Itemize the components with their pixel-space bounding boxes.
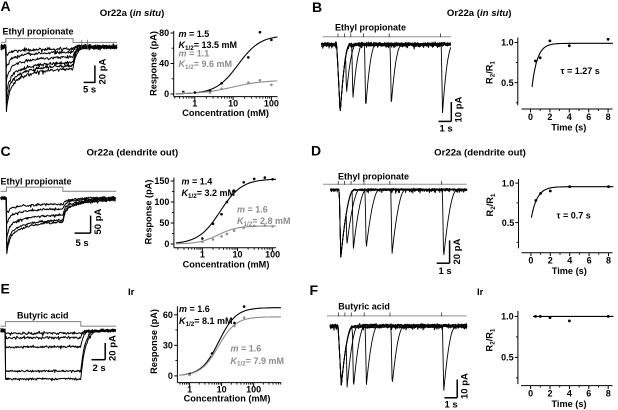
svg-text:1.0: 1.0 xyxy=(501,312,514,322)
svg-text:Or22a (dendrite out): Or22a (dendrite out) xyxy=(434,147,526,158)
svg-text:C: C xyxy=(1,143,11,159)
svg-text:R2/R1: R2/R1 xyxy=(485,61,497,84)
svg-text:6: 6 xyxy=(586,388,591,398)
svg-text:m = 1.5: m = 1.5 xyxy=(179,29,210,39)
svg-text:0.5: 0.5 xyxy=(501,78,514,88)
svg-text:20 pA: 20 pA xyxy=(452,238,463,264)
svg-text:5 s: 5 s xyxy=(83,85,96,96)
svg-text:K1/2= 8.1 mM: K1/2= 8.1 mM xyxy=(179,316,233,328)
svg-text:8: 8 xyxy=(606,255,611,265)
svg-text:m = 1.6: m = 1.6 xyxy=(231,344,262,354)
svg-text:10 pA: 10 pA xyxy=(454,96,465,122)
svg-text:50: 50 xyxy=(159,218,169,228)
svg-text:1.0: 1.0 xyxy=(502,178,515,188)
svg-text:5 s: 5 s xyxy=(76,238,89,249)
svg-text:K1/2= 7.9 mM: K1/2= 7.9 mM xyxy=(231,356,285,368)
svg-text:100: 100 xyxy=(154,197,169,207)
svg-text:1 s: 1 s xyxy=(445,400,458,410)
svg-text:Concentration (mM): Concentration (mM) xyxy=(183,259,270,269)
svg-text:60: 60 xyxy=(163,310,173,320)
svg-text:1: 1 xyxy=(200,250,205,260)
svg-text:1: 1 xyxy=(187,384,192,394)
svg-text:Time (s): Time (s) xyxy=(551,399,586,409)
svg-text:K1/2= 3.2 mM: K1/2= 3.2 mM xyxy=(182,188,236,200)
svg-text:B: B xyxy=(312,0,322,15)
svg-text:R2/R1: R2/R1 xyxy=(485,328,497,351)
svg-text:30: 30 xyxy=(163,341,173,351)
svg-text:0: 0 xyxy=(528,388,533,398)
svg-text:K1/2= 9.6 mM: K1/2= 9.6 mM xyxy=(179,59,233,71)
svg-text:2 s: 2 s xyxy=(93,363,106,374)
svg-text:Ir: Ir xyxy=(477,287,484,298)
svg-text:2: 2 xyxy=(548,255,553,265)
svg-text:6: 6 xyxy=(587,255,592,265)
svg-text:Or22a (in situ): Or22a (in situ) xyxy=(447,8,512,19)
svg-text:1: 1 xyxy=(192,98,197,108)
svg-text:Response (pA): Response (pA) xyxy=(148,31,158,96)
svg-text:D: D xyxy=(311,143,321,159)
svg-text:0.5: 0.5 xyxy=(501,353,514,363)
svg-text:K1/2= 2.8 mM: K1/2= 2.8 mM xyxy=(237,216,291,228)
svg-text:m = 1.4: m = 1.4 xyxy=(182,177,213,187)
svg-text:Ethyl propionate: Ethyl propionate xyxy=(338,171,409,181)
svg-text:E: E xyxy=(1,281,10,297)
svg-text:Concentration (mM): Concentration (mM) xyxy=(184,394,271,404)
svg-text:0: 0 xyxy=(528,112,533,122)
svg-text:τ = 0.7 s: τ = 0.7 s xyxy=(557,211,591,221)
svg-text:Time (s): Time (s) xyxy=(552,266,587,276)
svg-text:150: 150 xyxy=(154,176,169,186)
svg-text:0: 0 xyxy=(528,255,533,265)
svg-text:10: 10 xyxy=(232,250,242,260)
svg-text:8: 8 xyxy=(606,112,611,122)
svg-text:100: 100 xyxy=(264,98,279,108)
svg-text:40: 40 xyxy=(159,59,169,69)
svg-text:Response (pA): Response (pA) xyxy=(149,309,159,374)
svg-text:20 pA: 20 pA xyxy=(98,58,109,84)
svg-text:0: 0 xyxy=(168,371,173,381)
svg-text:A: A xyxy=(1,0,11,14)
svg-text:Response (pA): Response (pA) xyxy=(144,180,154,245)
svg-text:Concentration (mM): Concentration (mM) xyxy=(182,108,269,118)
svg-text:Ethyl propionate: Ethyl propionate xyxy=(1,176,72,186)
svg-text:4: 4 xyxy=(567,112,572,122)
svg-text:50 pA: 50 pA xyxy=(93,208,104,234)
svg-text:4: 4 xyxy=(567,255,572,265)
svg-text:80: 80 xyxy=(159,28,169,38)
svg-text:F: F xyxy=(310,282,319,298)
svg-text:10: 10 xyxy=(217,384,227,394)
svg-text:0: 0 xyxy=(164,89,169,99)
svg-text:1 s: 1 s xyxy=(440,124,453,135)
svg-text:10: 10 xyxy=(228,98,238,108)
svg-text:m = 1.1: m = 1.1 xyxy=(179,49,210,59)
svg-text:8: 8 xyxy=(606,388,611,398)
svg-text:τ = 1.27 s: τ = 1.27 s xyxy=(561,66,600,76)
svg-text:2: 2 xyxy=(547,388,552,398)
svg-text:m = 1.6: m = 1.6 xyxy=(237,204,268,214)
svg-text:R2/R1: R2/R1 xyxy=(485,193,497,216)
svg-text:100: 100 xyxy=(265,250,280,260)
svg-text:0: 0 xyxy=(164,239,169,249)
svg-text:K1/2= 13.5 mM: K1/2= 13.5 mM xyxy=(179,40,238,52)
svg-text:0.5: 0.5 xyxy=(502,218,515,228)
svg-text:1.0: 1.0 xyxy=(501,38,514,48)
svg-text:Or22a (dendrite out): Or22a (dendrite out) xyxy=(86,147,178,158)
svg-text:Or22a (in situ): Or22a (in situ) xyxy=(100,8,165,19)
svg-text:m = 1.6: m = 1.6 xyxy=(179,304,210,314)
svg-text:Ir: Ir xyxy=(128,287,135,298)
svg-text:6: 6 xyxy=(586,112,591,122)
svg-text:2: 2 xyxy=(547,112,552,122)
svg-text:Time (s): Time (s) xyxy=(551,122,586,132)
svg-text:20 pA: 20 pA xyxy=(108,335,119,361)
svg-text:Ethyl propionate: Ethyl propionate xyxy=(335,22,406,32)
svg-text:1 s: 1 s xyxy=(439,266,452,277)
svg-text:Butyric acid: Butyric acid xyxy=(17,311,69,321)
svg-text:Ethyl propionate: Ethyl propionate xyxy=(3,26,74,36)
svg-text:100: 100 xyxy=(246,384,261,394)
svg-text:Butyric acid: Butyric acid xyxy=(338,301,390,311)
svg-text:10 pA: 10 pA xyxy=(460,373,471,399)
svg-text:4: 4 xyxy=(567,388,572,398)
